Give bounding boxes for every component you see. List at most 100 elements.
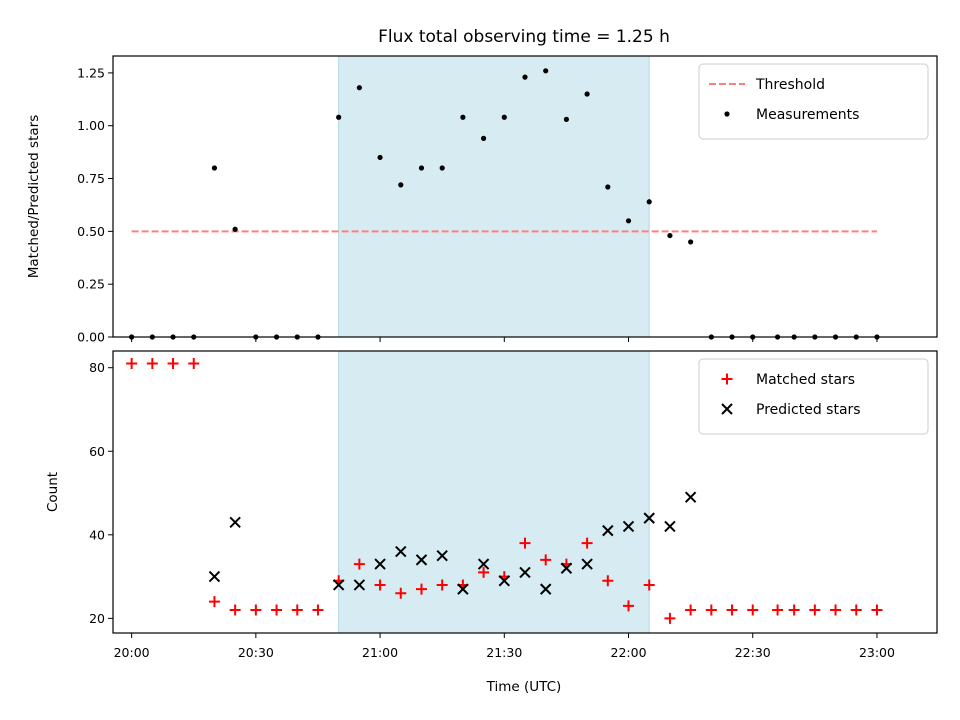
x-tick-label: 23:00 bbox=[859, 645, 895, 660]
y-axis-label: Count bbox=[45, 472, 61, 512]
data-marker bbox=[747, 604, 759, 616]
legend-label: Measurements bbox=[756, 107, 859, 123]
data-marker bbox=[519, 566, 531, 579]
data-point bbox=[501, 114, 507, 120]
data-point bbox=[211, 165, 218, 171]
data-marker bbox=[850, 604, 862, 616]
x-tick-label: 22:30 bbox=[735, 645, 771, 660]
data-marker bbox=[188, 358, 200, 370]
data-marker bbox=[643, 579, 655, 591]
data-marker bbox=[664, 612, 676, 624]
data-marker bbox=[436, 550, 448, 562]
y-tick-label: 20 bbox=[89, 611, 105, 626]
data-marker bbox=[208, 570, 221, 583]
x-tick-label: 21:30 bbox=[486, 645, 522, 660]
y-tick-label: 40 bbox=[89, 527, 105, 542]
data-marker bbox=[374, 579, 386, 591]
y-tick-label: 60 bbox=[89, 444, 105, 459]
data-marker bbox=[415, 554, 428, 566]
y-tick-label: 0.75 bbox=[77, 171, 105, 186]
data-marker bbox=[830, 604, 842, 616]
y-tick-label: 0.50 bbox=[77, 224, 105, 239]
y-tick-label: 0.25 bbox=[77, 277, 105, 292]
data-marker bbox=[643, 512, 655, 524]
series-predicted-stars bbox=[208, 491, 697, 595]
x-tick-label: 22:00 bbox=[611, 645, 647, 660]
data-marker bbox=[871, 604, 883, 616]
data-point bbox=[646, 199, 652, 205]
data-marker bbox=[457, 583, 469, 595]
series-matched-stars bbox=[126, 358, 883, 624]
data-marker bbox=[540, 554, 552, 566]
data-marker bbox=[622, 520, 635, 533]
data-marker bbox=[146, 358, 158, 370]
data-point bbox=[625, 218, 632, 224]
legend-marker bbox=[721, 403, 733, 415]
data-marker bbox=[126, 358, 138, 370]
legend: Threshold Measurements bbox=[698, 63, 929, 140]
chart-title: Flux total observing time = 1.25 h bbox=[378, 27, 670, 47]
data-marker bbox=[353, 558, 365, 570]
data-marker bbox=[664, 520, 676, 533]
data-marker bbox=[498, 575, 511, 587]
data-marker bbox=[353, 579, 366, 591]
legend-box bbox=[698, 358, 929, 435]
data-point bbox=[439, 165, 445, 171]
axes-frame bbox=[112, 350, 938, 634]
data-marker bbox=[726, 604, 738, 616]
data-marker bbox=[772, 604, 784, 616]
top-panel-ratio: 0.00 0.25 0.50 0.75 1.00 1.25 Matched/Predicte… bbox=[26, 55, 938, 345]
legend-label: Threshold bbox=[755, 77, 825, 93]
data-marker bbox=[560, 562, 573, 574]
data-point bbox=[522, 74, 528, 80]
data-marker bbox=[581, 558, 593, 570]
data-marker bbox=[623, 600, 635, 612]
data-marker bbox=[415, 583, 427, 595]
y-tick-label: 80 bbox=[89, 360, 105, 375]
observing-window-span bbox=[338, 350, 650, 634]
x-tick-label: 20:30 bbox=[238, 645, 274, 660]
data-point bbox=[398, 182, 404, 188]
legend-box bbox=[698, 63, 929, 140]
data-point bbox=[356, 85, 362, 91]
data-marker bbox=[208, 596, 220, 608]
data-point bbox=[584, 91, 590, 97]
data-marker bbox=[685, 604, 697, 616]
y-tick-label: 1.25 bbox=[77, 65, 105, 80]
legend-marker bbox=[724, 111, 730, 117]
data-marker bbox=[519, 537, 531, 549]
observing-window-span bbox=[338, 55, 650, 338]
data-marker bbox=[581, 537, 593, 549]
data-marker bbox=[271, 604, 283, 616]
bottom-panel-counts: 20 40 60 80 20:00 20:30 21:00 21:30 22:00 22:30 23… bbox=[45, 350, 938, 660]
y-tick-label: 1.00 bbox=[77, 118, 105, 133]
data-point bbox=[543, 68, 549, 74]
data-point bbox=[418, 165, 425, 171]
data-point bbox=[605, 184, 611, 190]
data-point bbox=[336, 114, 342, 120]
data-marker bbox=[229, 604, 241, 616]
legend: Matched stars Predicted stars bbox=[698, 358, 929, 435]
data-marker bbox=[602, 575, 614, 587]
x-axis-label: Time (UTC) bbox=[486, 679, 562, 695]
data-marker bbox=[395, 587, 407, 599]
data-marker bbox=[705, 604, 717, 616]
data-point bbox=[377, 154, 383, 161]
data-point bbox=[480, 135, 487, 141]
data-marker bbox=[167, 358, 179, 370]
data-marker bbox=[291, 604, 303, 616]
data-marker bbox=[602, 524, 614, 537]
y-axis-label: Matched/Predicted stars bbox=[26, 115, 42, 278]
y-tick-label: 0.00 bbox=[77, 330, 105, 345]
data-marker bbox=[229, 516, 241, 528]
data-point bbox=[232, 226, 238, 232]
data-marker bbox=[395, 545, 407, 558]
data-marker bbox=[477, 558, 490, 570]
data-marker bbox=[539, 583, 552, 595]
legend-label: Matched stars bbox=[756, 372, 855, 388]
data-marker bbox=[809, 604, 821, 616]
data-marker bbox=[374, 558, 386, 570]
data-point bbox=[667, 232, 673, 239]
data-marker bbox=[788, 604, 800, 616]
